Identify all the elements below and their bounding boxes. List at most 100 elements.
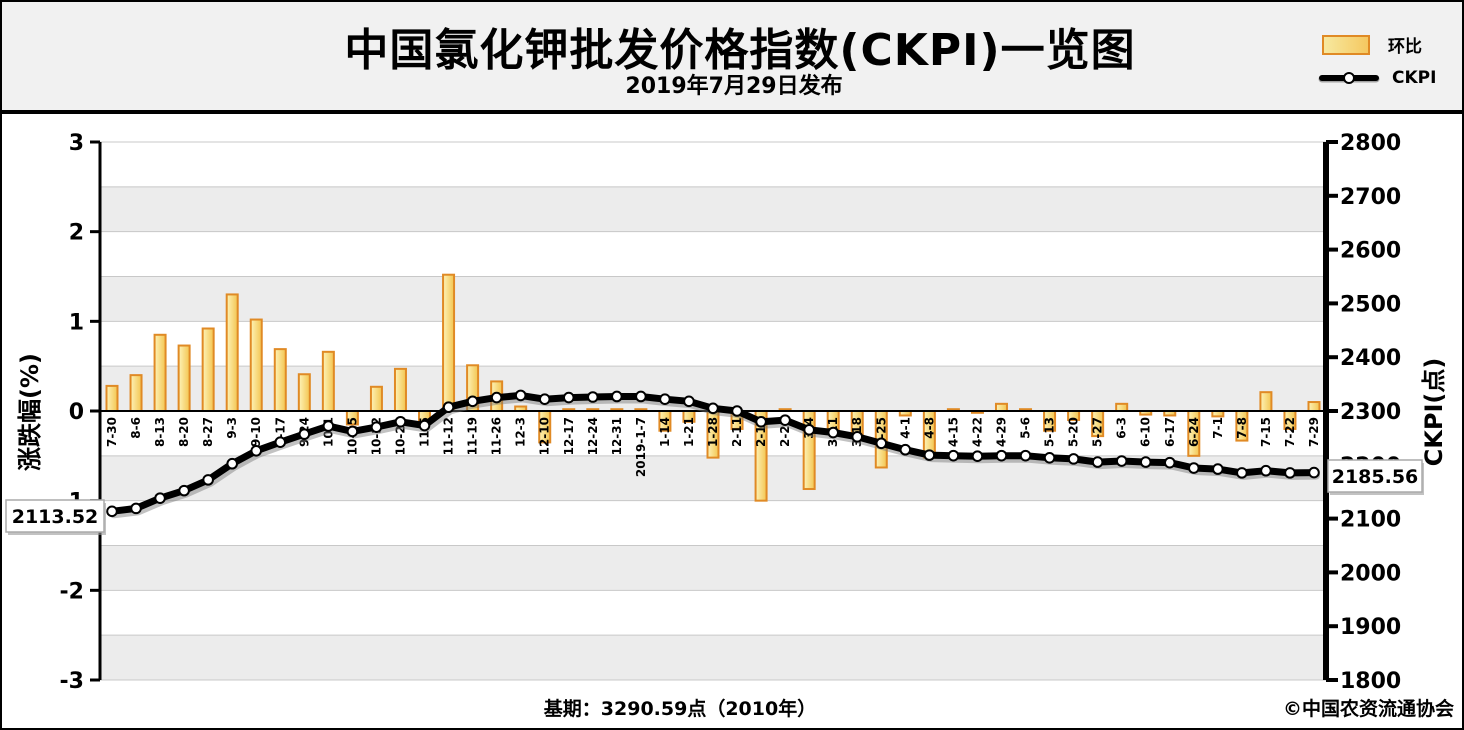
category-label: 4-22 xyxy=(970,417,984,447)
category-label: 5-20 xyxy=(1067,417,1081,447)
category-label: 4-8 xyxy=(922,417,936,439)
category-label: 2-11 xyxy=(730,417,744,447)
category-label: 2019-1-7 xyxy=(634,417,648,477)
grid-band xyxy=(100,142,1326,187)
ckpi-point xyxy=(827,426,840,439)
category-label: 8-6 xyxy=(129,417,143,439)
ckpi-point xyxy=(562,391,575,404)
ckpi-point xyxy=(250,445,263,457)
legend-item-line: CKPI xyxy=(1318,68,1436,88)
ckpi-point xyxy=(875,437,888,450)
ckpi-point xyxy=(1260,464,1272,477)
ckpi-point xyxy=(1163,456,1176,469)
ckpi-point xyxy=(394,415,407,428)
category-label: 7-30 xyxy=(105,417,119,447)
ckpi-point xyxy=(346,425,359,438)
ckpi-point xyxy=(154,492,166,504)
ckpi-point xyxy=(635,390,647,403)
ckpi-point xyxy=(490,391,503,404)
ckpi-point xyxy=(130,502,142,515)
ckpi-point xyxy=(226,457,238,470)
ckpi-point xyxy=(1308,466,1320,479)
legend-item-bar: 环比 xyxy=(1322,32,1422,57)
grid-band xyxy=(100,635,1326,680)
ckpi-point xyxy=(899,443,912,456)
right-tick-label: 2000 xyxy=(1340,561,1401,586)
legend-line-label: CKPI xyxy=(1392,68,1437,88)
category-label: 1-14 xyxy=(658,417,672,447)
category-label: 11-19 xyxy=(466,417,480,455)
category-label: 6-3 xyxy=(1115,417,1129,439)
left-tick-label: -3 xyxy=(60,669,84,694)
ckpi-point xyxy=(587,391,599,403)
right-tick-label: 2100 xyxy=(1340,508,1401,533)
ckpi-point xyxy=(1067,453,1080,465)
ckpi-point xyxy=(731,405,743,417)
ckpi-point xyxy=(514,389,527,402)
bar-mark xyxy=(321,350,335,413)
bar-mark xyxy=(369,385,383,413)
bar-mark xyxy=(129,374,143,412)
category-label: 4-15 xyxy=(946,417,960,447)
category-label: 6-10 xyxy=(1139,417,1153,447)
chart-header: 中国氯化钾批发价格指数(CKPI)一览图 2019年7月29日发布 环比 CKP… xyxy=(2,2,1462,114)
annotation-layer: 2113.52 2185.56 xyxy=(5,459,1424,535)
ckpi-point xyxy=(1236,467,1248,479)
ckpi-point xyxy=(1019,449,1032,462)
ckpi-point xyxy=(923,449,936,461)
bar-mark xyxy=(249,318,263,413)
bar-mark xyxy=(105,384,119,413)
ckpi-point xyxy=(370,421,383,433)
legend-bar-swatch xyxy=(1322,34,1370,55)
ckpi-point xyxy=(995,449,1008,462)
ckpi-point xyxy=(202,474,214,486)
category-label: 12-3 xyxy=(514,417,528,447)
grid-band xyxy=(100,545,1326,591)
ckpi-point xyxy=(1212,463,1224,475)
ckpi-point xyxy=(418,419,431,432)
category-label: 12-10 xyxy=(538,417,552,455)
first-point-box xyxy=(5,499,105,533)
category-label: 10-29 xyxy=(393,417,407,455)
grid-band xyxy=(100,500,1326,546)
ckpi-point xyxy=(803,424,815,436)
line-layer xyxy=(106,389,1320,519)
ckpi-point xyxy=(683,395,695,408)
right-tick-label: 2500 xyxy=(1340,292,1401,317)
category-label: 6-24 xyxy=(1187,417,1201,447)
category-label: 9-10 xyxy=(249,417,263,447)
category-label: 12-31 xyxy=(610,417,624,455)
category-label: 9-3 xyxy=(225,417,239,439)
left-tick-label: -2 xyxy=(60,579,84,604)
last-point-label: 2185.56 xyxy=(1332,466,1419,488)
baseline-note: 基期：3290.59点（2010年） xyxy=(543,698,817,720)
bar-mark xyxy=(1307,401,1321,412)
ckpi-point xyxy=(971,450,984,462)
credit-note: ©中国农资流通协会 xyxy=(1282,698,1454,720)
bar-mark xyxy=(1115,402,1129,412)
right-tick-label: 2800 xyxy=(1340,131,1401,156)
category-label: 12-17 xyxy=(562,417,576,455)
category-label: 8-27 xyxy=(201,417,215,447)
category-label: 1-28 xyxy=(706,417,720,447)
right-tick-label: 1900 xyxy=(1340,615,1401,640)
bar-mark xyxy=(442,273,456,412)
category-label: 4-1 xyxy=(898,417,912,439)
category-label: 12-24 xyxy=(586,417,600,455)
bar-mark xyxy=(994,402,1008,412)
ckpi-point xyxy=(1139,456,1152,468)
ckpi-point xyxy=(755,415,767,428)
grid-band xyxy=(100,186,1326,232)
bar-mark xyxy=(297,373,311,412)
left-axis-title: 涨跌幅(%) xyxy=(16,353,44,471)
right-tick-label: 2300 xyxy=(1340,400,1401,425)
ckpi-point xyxy=(1188,462,1200,474)
ckpi-point xyxy=(442,401,455,414)
ckpi-point xyxy=(274,436,287,449)
chart-title: 中国氯化钾批发价格指数(CKPI)一览图 xyxy=(344,25,1136,76)
bar-mark xyxy=(273,348,287,413)
category-label: 7-8 xyxy=(1235,417,1249,439)
category-label: 11-26 xyxy=(490,417,504,455)
ckpi-point xyxy=(538,393,551,405)
